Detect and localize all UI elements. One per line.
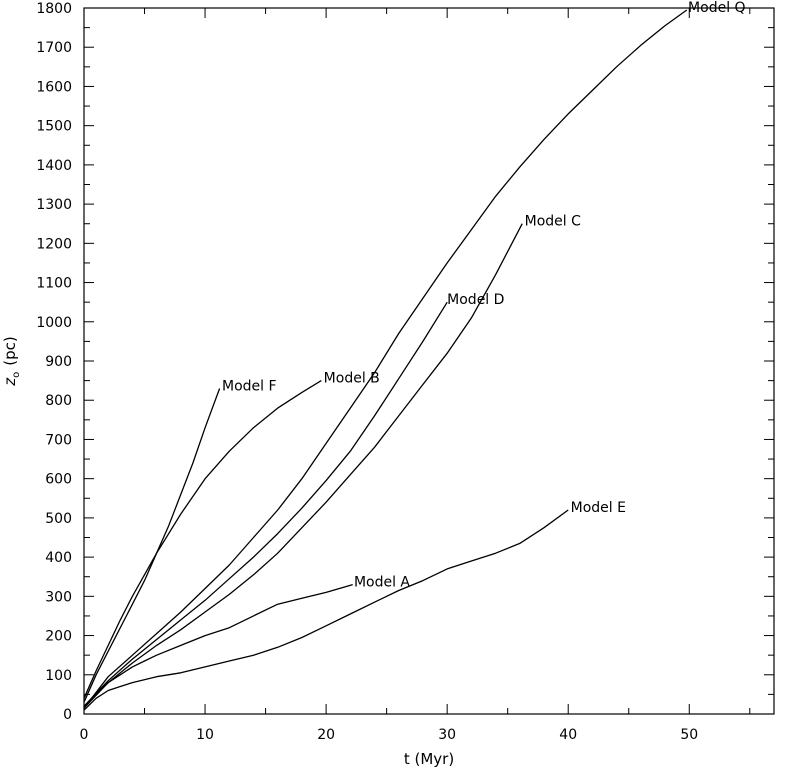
x-tick-label: 40 <box>559 727 577 743</box>
x-tick-label: 0 <box>80 727 89 743</box>
y-tick-label: 600 <box>45 472 72 488</box>
plot-frame <box>83 7 775 715</box>
y-tick-label: 1200 <box>36 236 72 252</box>
y-tick-label: 700 <box>45 432 72 448</box>
y-tick-label: 800 <box>45 393 72 409</box>
series-label-model-a: Model A <box>354 575 410 591</box>
series-label-model-e: Model E <box>571 500 626 516</box>
y-tick-label: 200 <box>45 629 72 645</box>
y-tick-label: 1400 <box>36 158 72 174</box>
series-label-model-c: Model C <box>525 214 581 230</box>
y-tick-label: 100 <box>45 668 72 684</box>
y-tick-label: 900 <box>45 354 72 370</box>
y-tick-label: 1600 <box>36 79 72 95</box>
y-tick-label: 400 <box>45 550 72 566</box>
x-axis-label: t (Myr) <box>404 750 454 768</box>
y-axis-label-units: (pc) <box>1 336 19 365</box>
y-tick-label: 0 <box>63 707 72 723</box>
y-tick-label: 1000 <box>36 315 72 331</box>
y-axis-label-subscript: o <box>11 372 22 378</box>
series-labels: Model A Model B Model C Model D Model E Model… <box>222 0 746 591</box>
series-lines <box>83 9 688 711</box>
series-label-model-f: Model F <box>222 378 277 394</box>
series-line-model-b <box>83 380 322 699</box>
y-tick-label: 300 <box>45 589 72 605</box>
y-axis-label-main: z <box>1 377 19 387</box>
x-tick-label: 20 <box>317 727 335 743</box>
series-line-model-c <box>83 223 523 709</box>
series-label-model-b: Model B <box>324 371 380 387</box>
x-tick-label: 10 <box>196 727 214 743</box>
series-line-model-e <box>83 509 569 711</box>
y-tick-label: 1500 <box>36 119 72 135</box>
series-label-model-q: Model Q <box>688 0 746 16</box>
x-tick-label: 50 <box>680 727 698 743</box>
y-tick-label: 1800 <box>36 1 72 17</box>
tick-labels: 0 10 20 30 40 5001002003004005006007008009001… <box>36 1 698 743</box>
x-tick-label: 30 <box>438 727 456 743</box>
y-tick-label: 500 <box>45 511 72 527</box>
svg-text:zo(pc): zo (pc) <box>1 336 22 386</box>
y-tick-label: 1700 <box>36 40 72 56</box>
axis-ticks <box>83 7 774 715</box>
y-tick-label: 1300 <box>36 197 72 213</box>
y-axis-label: zo (pc) <box>1 336 22 386</box>
series-line-model-q <box>83 9 688 709</box>
series-line-model-d <box>83 301 448 707</box>
series-line-model-f <box>83 388 221 703</box>
y-tick-label: 1100 <box>36 276 72 292</box>
series-label-model-d: Model D <box>447 292 504 308</box>
